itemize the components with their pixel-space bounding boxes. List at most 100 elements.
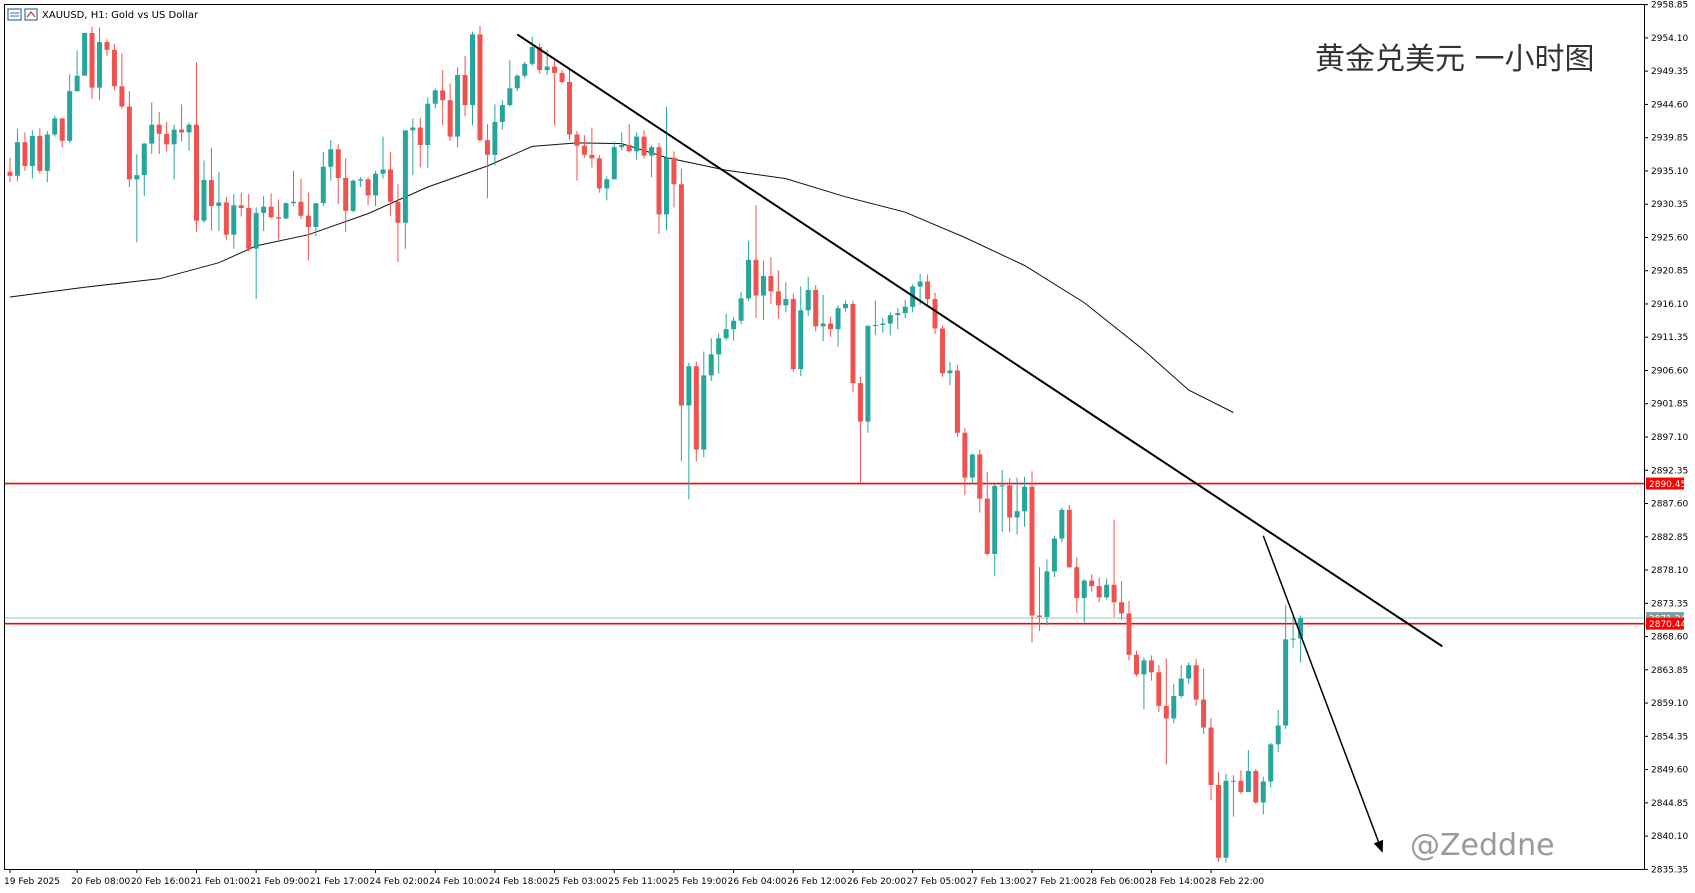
candle <box>559 70 565 84</box>
candle <box>194 62 199 232</box>
candle-body <box>686 366 692 406</box>
candle <box>1186 662 1192 685</box>
candle <box>828 316 834 337</box>
candle-body <box>663 157 669 215</box>
candle <box>671 151 677 208</box>
candle-body <box>611 147 617 180</box>
candle-body <box>313 203 319 227</box>
candle-body <box>1230 780 1236 782</box>
candle-body <box>425 103 431 146</box>
candle <box>798 286 804 377</box>
candle <box>693 361 699 462</box>
candle-body <box>67 91 73 141</box>
y-tick-label: 2887.60 <box>1651 500 1688 510</box>
candle <box>201 160 207 223</box>
candle <box>171 124 177 180</box>
candle <box>880 317 886 333</box>
candle <box>626 124 632 152</box>
candle-body <box>1238 780 1244 792</box>
candle-body <box>552 66 558 73</box>
candle <box>604 176 610 201</box>
chart-title: 黄金兑美元 一小时图 <box>1315 42 1595 77</box>
candle <box>999 469 1005 533</box>
candle-body <box>522 63 528 76</box>
candle <box>760 260 766 321</box>
y-tick-label: 2939.85 <box>1651 134 1688 144</box>
candle <box>1223 773 1229 863</box>
candle-body <box>350 180 356 211</box>
y-tick-label: 2844.85 <box>1651 799 1688 809</box>
candle-body <box>634 136 640 152</box>
x-tick-label: 26 Feb 12:00 <box>787 877 846 887</box>
candle-body <box>1156 672 1162 706</box>
time-axis[interactable]: 19 Feb 2025 20 Feb 08:00 20 Feb 16:00 21 Fe… <box>4 869 1264 887</box>
candle-body <box>813 289 819 327</box>
x-tick-label: 26 Feb 04:00 <box>728 877 787 887</box>
candle-body <box>238 205 244 209</box>
candle-body <box>380 169 386 174</box>
candle <box>387 152 393 216</box>
price-axis[interactable]: 2958.85 2954.10 2949.35 2944.60 2939.85 2935.… <box>1644 1 1688 876</box>
trendline[interactable] <box>516 33 1443 648</box>
candle <box>865 325 871 433</box>
y-tick-label: 2868.60 <box>1651 633 1688 643</box>
y-tick-label: 2911.35 <box>1651 333 1688 343</box>
candle <box>82 33 88 76</box>
candle-body <box>231 205 237 235</box>
candle <box>619 132 625 150</box>
price-tag-box <box>1646 617 1684 630</box>
candle-body <box>1126 613 1132 655</box>
candle <box>1014 477 1020 535</box>
candle-body <box>1201 699 1207 728</box>
candle-body <box>253 212 259 249</box>
candle <box>1059 507 1065 543</box>
candle-body <box>693 366 699 450</box>
candle <box>1022 476 1028 527</box>
candle-body <box>1074 567 1080 599</box>
candle <box>298 178 304 220</box>
candle <box>440 70 446 125</box>
candle-body <box>559 72 565 83</box>
y-tick-label: 2906.60 <box>1651 366 1688 376</box>
candle-body <box>447 100 453 137</box>
candle-body <box>604 179 610 189</box>
candle <box>335 144 341 204</box>
chart-icon <box>7 8 22 21</box>
candle-body <box>477 34 483 141</box>
candle-body <box>484 140 490 155</box>
candle <box>1163 658 1169 765</box>
candle <box>574 131 580 181</box>
candle <box>746 240 752 302</box>
candle-body <box>417 127 423 146</box>
candle-body <box>29 135 35 167</box>
candle-body <box>835 308 841 330</box>
candle-body <box>134 175 140 180</box>
candle-body <box>119 86 125 107</box>
candle-body <box>194 124 199 221</box>
candle-body <box>1283 639 1289 726</box>
candle-body <box>1186 665 1192 679</box>
candle-body <box>850 303 856 384</box>
projection-arrow[interactable] <box>1262 535 1384 853</box>
candle-body <box>1275 725 1281 745</box>
candle <box>470 31 476 126</box>
y-tick-label: 2849.60 <box>1651 766 1688 776</box>
candle <box>231 194 237 249</box>
x-tick-label: 27 Feb 13:00 <box>966 877 1025 887</box>
candle <box>276 199 282 240</box>
candle-body <box>537 47 543 71</box>
candle-body <box>261 206 267 213</box>
candle <box>499 100 505 130</box>
candle <box>1230 775 1236 817</box>
candle <box>686 362 692 500</box>
candle <box>663 106 669 231</box>
candle-body <box>902 306 908 314</box>
candle <box>290 170 296 206</box>
candle <box>701 351 707 458</box>
candle <box>581 135 587 158</box>
candle-body <box>1245 770 1251 792</box>
candle-body <box>805 289 811 311</box>
candle-body <box>1066 509 1072 568</box>
